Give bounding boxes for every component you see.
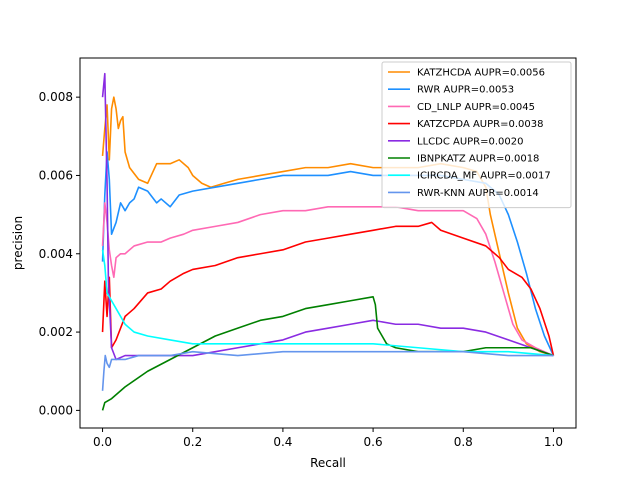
y-tick-label: 0.008 xyxy=(39,90,73,104)
y-tick-label: 0.006 xyxy=(39,168,73,182)
x-axis-label: Recall xyxy=(310,456,346,470)
x-tick-label: 0.2 xyxy=(183,435,202,449)
axes-frame xyxy=(79,57,577,429)
y-axis-ticks: 0.000 0.002 0.004 0.006 0.008 xyxy=(39,90,80,417)
legend-entry-label: KATZHCDA AUPR=0.0056 xyxy=(417,68,545,79)
y-axis-label: precision xyxy=(11,216,25,270)
legend-box xyxy=(381,61,572,209)
series-line-katzcpda xyxy=(101,221,555,356)
y-tick-label: 0.000 xyxy=(39,403,73,417)
x-tick-label: 1.0 xyxy=(544,435,563,449)
x-tick-label: 0.0 xyxy=(93,435,112,449)
legend-entry-label: CD_LNLP AUPR=0.0045 xyxy=(417,102,535,113)
y-tick-label: 0.004 xyxy=(39,247,73,261)
legend-entry-label: ICIRCDA_MF AUPR=0.0017 xyxy=(417,171,551,182)
legend-entry-label: KATZCPDA AUPR=0.0038 xyxy=(417,119,543,130)
series-line-icircda-mf xyxy=(101,249,554,357)
y-tick-label: 0.002 xyxy=(39,325,73,339)
legend-entry-label: IBNPKATZ AUPR=0.0018 xyxy=(417,154,539,165)
series-line-llcdc xyxy=(101,72,554,361)
series-layer xyxy=(101,72,555,411)
series-line-cd-lnlp xyxy=(101,202,554,357)
x-tick-label: 0.6 xyxy=(364,435,383,449)
x-axis-ticks: 0.0 0.2 0.4 0.6 0.8 1.0 xyxy=(93,428,563,449)
legend-entry-label: LLCDC AUPR=0.0020 xyxy=(417,136,524,147)
legend-entry-label: RWR-KNN AUPR=0.0014 xyxy=(417,188,539,199)
x-tick-label: 0.8 xyxy=(454,435,473,449)
x-tick-label: 0.4 xyxy=(273,435,292,449)
legend: KATZHCDA AUPR=0.0056 RWR AUPR=0.0053 CD_LN… xyxy=(381,61,572,209)
legend-entry-label: RWR AUPR=0.0053 xyxy=(417,85,514,96)
series-line-rwr-knn xyxy=(101,350,554,391)
